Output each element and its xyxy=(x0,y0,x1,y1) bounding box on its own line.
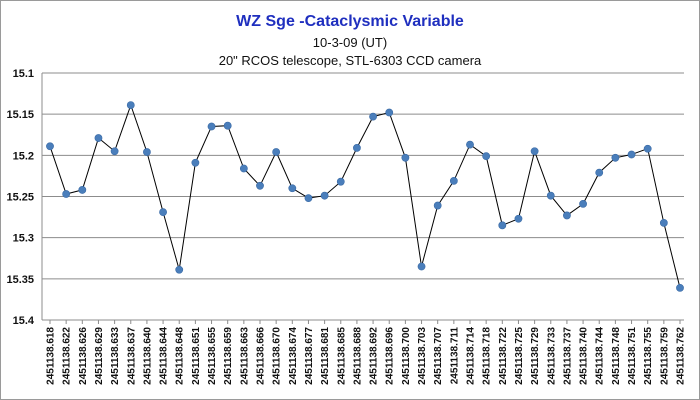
data-point xyxy=(126,101,135,110)
data-point xyxy=(94,134,103,142)
x-tick-label: 2451138.663 xyxy=(239,327,250,385)
data-point xyxy=(676,283,684,292)
x-tick-label: 2451138.725 xyxy=(514,327,525,385)
x-tick-label: 2451138.722 xyxy=(498,327,509,385)
x-tick-label: 2451138.718 xyxy=(482,327,493,385)
y-tick-label: 15.35 xyxy=(6,274,34,286)
x-tick-label: 2451138.748 xyxy=(611,327,622,385)
x-tick-label: 2451138.629 xyxy=(94,327,105,385)
data-point xyxy=(191,158,200,167)
x-tick-label: 2451138.640 xyxy=(142,327,153,385)
data-point xyxy=(417,262,426,271)
y-tick-label: 15.2 xyxy=(13,150,34,162)
data-point xyxy=(643,144,652,153)
data-point xyxy=(288,184,297,193)
x-tick-label: 2451138.751 xyxy=(627,327,638,385)
data-point xyxy=(563,211,571,220)
data-point xyxy=(659,218,668,227)
data-point xyxy=(611,153,620,162)
data-point xyxy=(498,221,507,230)
x-tick-label: 2451138.626 xyxy=(78,327,89,385)
x-tick-label: 2451138.651 xyxy=(191,327,202,385)
data-point xyxy=(304,194,313,203)
data-point xyxy=(62,190,71,198)
x-tick-label: 2451138.622 xyxy=(62,327,73,385)
x-tick-label: 2451138.666 xyxy=(256,327,267,385)
data-point xyxy=(466,140,474,149)
x-tick-label: 2451138.637 xyxy=(126,327,137,385)
data-point xyxy=(546,191,555,200)
y-tick-label: 15.4 xyxy=(13,315,35,327)
x-tick-label: 2451138.711 xyxy=(449,327,460,385)
x-tick-label: 2451138.744 xyxy=(595,327,606,385)
x-tick-label: 2451138.644 xyxy=(159,327,170,385)
x-tick-label: 2451138.648 xyxy=(175,327,186,385)
x-tick-label: 2451138.737 xyxy=(562,327,573,385)
data-point xyxy=(369,112,377,121)
data-point xyxy=(320,191,329,200)
data-point xyxy=(449,176,458,185)
data-point xyxy=(207,122,216,131)
data-point xyxy=(223,121,232,130)
chart-title: WZ Sge -Cataclysmic Variable xyxy=(236,13,464,30)
x-tick-label: 2451138.688 xyxy=(352,327,363,385)
x-tick-label: 2451138.659 xyxy=(223,327,234,385)
x-tick-label: 2451138.729 xyxy=(530,327,541,385)
data-point xyxy=(143,148,151,156)
data-point xyxy=(239,164,248,173)
x-tick-label: 2451138.700 xyxy=(401,327,412,385)
x-tick-label: 2451138.618 xyxy=(46,327,57,385)
x-tick-label: 2451138.714 xyxy=(466,327,477,385)
data-point xyxy=(159,208,167,217)
x-tick-label: 2451138.755 xyxy=(643,327,654,385)
data-point xyxy=(579,200,587,208)
data-point xyxy=(401,153,410,162)
x-tick-label: 2451138.707 xyxy=(433,327,444,385)
data-point xyxy=(110,147,119,156)
x-tick-label: 2451138.692 xyxy=(369,327,380,385)
y-tick-label: 15.1 xyxy=(13,68,34,80)
x-tick-label: 2451138.703 xyxy=(417,327,428,385)
data-point xyxy=(272,148,281,156)
series-line xyxy=(49,103,681,289)
x-tick-label: 2451138.670 xyxy=(272,327,283,385)
x-tick-label: 2451138.733 xyxy=(546,327,557,385)
x-tick-label: 2451138.685 xyxy=(336,327,347,385)
y-tick-label: 15.3 xyxy=(13,233,34,245)
x-tick-label: 2451138.759 xyxy=(659,327,670,385)
y-tick-label: 15.15 xyxy=(6,109,34,121)
x-tick-label: 2451138.696 xyxy=(385,327,396,385)
x-tick-label: 2451138.681 xyxy=(320,327,331,385)
x-tick-label: 2451138.655 xyxy=(207,327,218,385)
data-point xyxy=(336,177,345,186)
data-point xyxy=(385,108,394,117)
chart-subtitle-equipment: 20" RCOS telescope, STL-6303 CCD camera xyxy=(218,53,482,68)
x-tick-label: 2451138.740 xyxy=(579,327,590,385)
data-point xyxy=(175,265,184,274)
data-point xyxy=(514,214,523,223)
data-point xyxy=(433,201,442,210)
data-point xyxy=(353,144,361,152)
x-tick-label: 2451138.762 xyxy=(676,327,687,385)
data-point xyxy=(482,152,491,161)
data-point xyxy=(627,150,636,159)
data-point xyxy=(256,181,264,190)
data-point xyxy=(530,147,539,156)
x-tick-label: 2451138.674 xyxy=(288,327,299,385)
data-point xyxy=(595,168,604,177)
y-tick-label: 15.25 xyxy=(6,192,34,204)
x-tick-label: 2451138.633 xyxy=(110,327,121,385)
chart-subtitle-date: 10-3-09 (UT) xyxy=(312,35,388,50)
data-point xyxy=(78,186,87,194)
x-tick-label: 2451138.677 xyxy=(304,327,315,385)
data-point xyxy=(46,142,54,151)
